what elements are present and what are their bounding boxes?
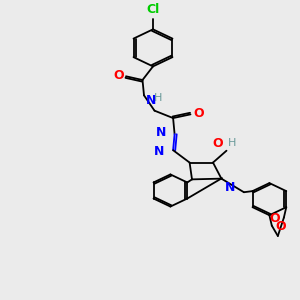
Text: O: O bbox=[193, 107, 203, 120]
Text: N: N bbox=[154, 145, 165, 158]
Text: N: N bbox=[146, 94, 156, 107]
Text: O: O bbox=[212, 137, 223, 150]
Text: O: O bbox=[113, 69, 124, 82]
Text: N: N bbox=[224, 181, 235, 194]
Text: Cl: Cl bbox=[146, 3, 160, 16]
Text: O: O bbox=[270, 212, 280, 225]
Text: H: H bbox=[154, 93, 162, 103]
Text: H: H bbox=[228, 138, 236, 148]
Text: N: N bbox=[156, 126, 166, 140]
Text: O: O bbox=[275, 220, 286, 232]
